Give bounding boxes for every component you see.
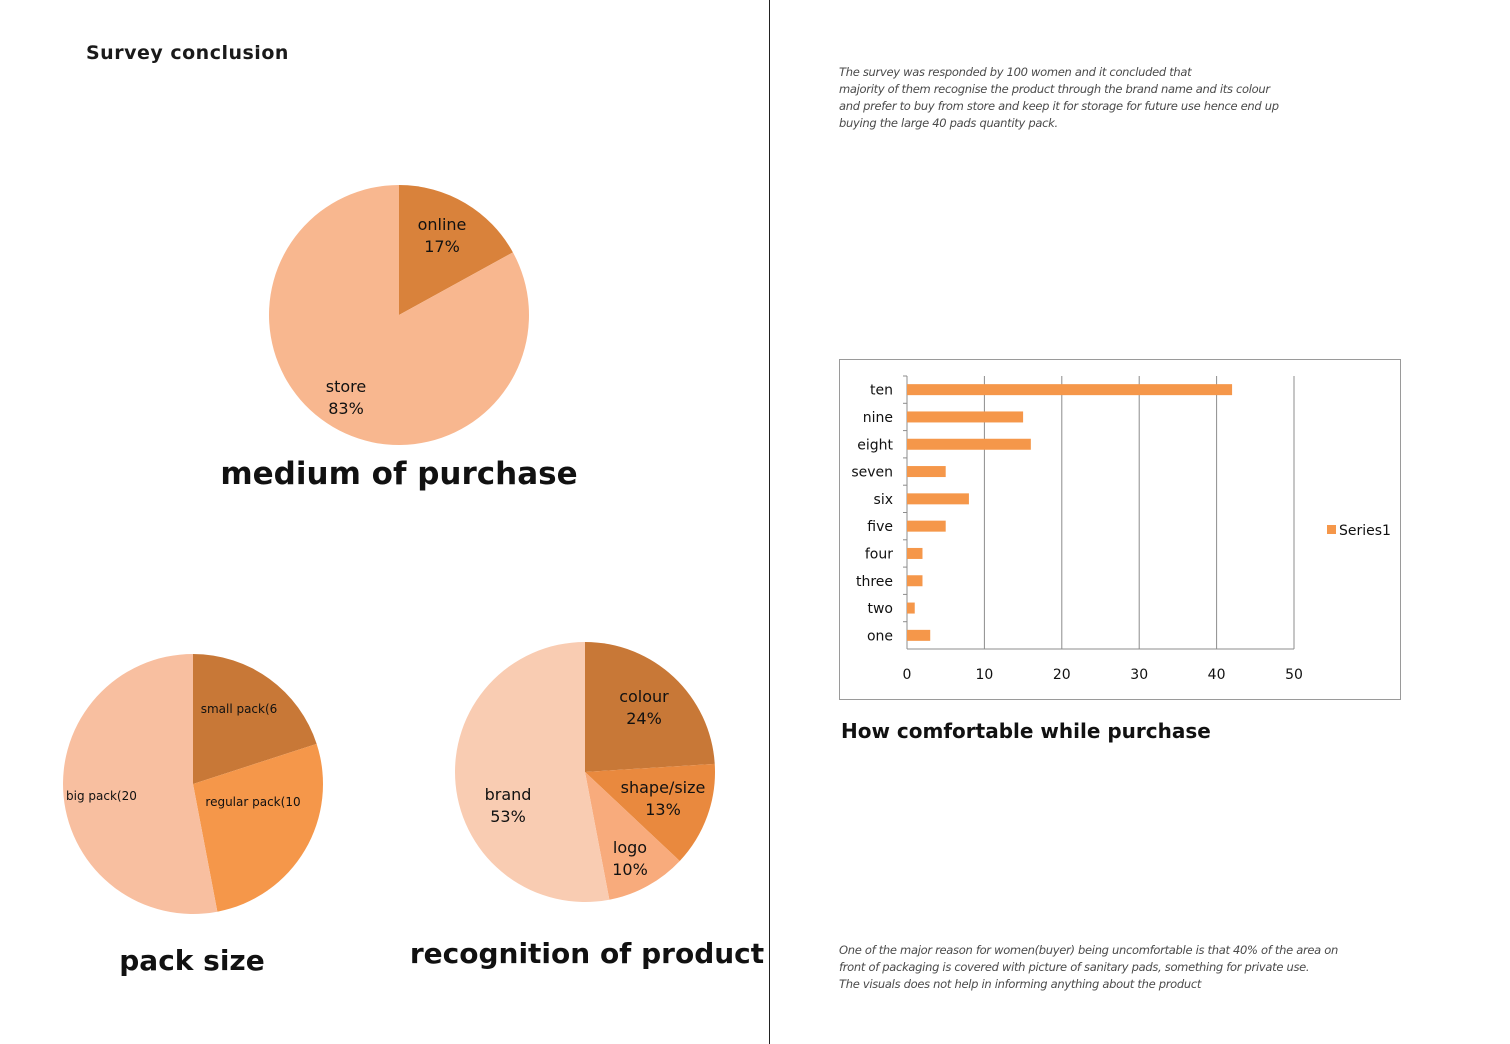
note-line: The visuals does not help in informing a… [839,977,1202,991]
pie-slice-small-pack-6 [193,654,317,784]
pie-value-shape-size: 13% [645,800,681,819]
pie-label-small-pack-6: small pack(6 [201,702,278,716]
bar-chart-title: How comfortable while purchase [841,719,1211,743]
recognition-title: recognition of product [409,937,765,970]
bar-five [907,520,946,532]
bar-nine [907,411,1024,423]
bar-four [907,547,923,559]
pie-value-colour: 24% [626,709,662,728]
category-label-one: one [867,628,893,644]
pie-slice-shape-size [585,763,715,861]
note-line: The survey was responded by 100 women an… [839,65,1192,79]
note-line: front of packaging is covered with pictu… [839,960,1310,974]
bar-six [907,493,969,505]
pack-size-title: pack size [119,944,265,977]
bar-three [907,575,923,587]
bar-seven [907,466,946,478]
pie-slice-brand [454,642,610,902]
category-label-ten: ten [870,383,893,399]
discomfort-note: One of the major reason for women(buyer)… [839,942,1338,993]
pie-label-brand: brand [485,785,532,804]
pie-slice-big-pack-20 [62,654,218,914]
category-label-two: two [867,601,893,617]
pie-label-store: store [326,377,366,396]
category-label-five: five [867,519,893,535]
pie-label-shape-size: shape/size [621,778,706,797]
pie-value-brand: 53% [490,807,526,826]
category-label-six: six [874,492,893,508]
pie-value-logo: 10% [612,860,648,879]
pie-label-logo: logo [613,838,647,857]
survey-summary-note: The survey was responded by 100 women an… [839,64,1279,132]
note-line: One of the major reason for women(buyer)… [839,943,1338,957]
x-tick-label: 30 [1130,667,1148,683]
category-label-four: four [865,546,893,562]
pie-label-online: online [418,215,467,234]
legend-label: Series1 [1339,523,1391,539]
pie-label-big-pack-20: big pack(20 [66,789,137,803]
pie-slice-colour [585,642,715,772]
pie-label-colour: colour [619,687,669,706]
bar-eight [907,438,1031,450]
pie-slice-regular-pack-10 [193,743,323,912]
category-label-seven: seven [851,465,893,481]
category-label-eight: eight [857,437,893,453]
page-divider [769,0,770,1044]
pie-slice-store [268,185,529,445]
bar-two [907,602,915,614]
category-label-three: three [856,574,893,590]
legend-swatch [1327,525,1336,534]
category-label-nine: nine [863,410,893,426]
x-tick-label: 20 [1053,667,1071,683]
note-line: and prefer to buy from store and keep it… [839,99,1279,113]
x-tick-label: 50 [1285,667,1303,683]
note-line: majority of them recognise the product t… [839,82,1270,96]
pie-slice-logo [585,772,680,900]
pie-slice-online [399,185,513,315]
pie-value-store: 83% [328,399,364,418]
x-tick-label: 10 [975,667,993,683]
x-tick-label: 0 [903,667,912,683]
pie-label-regular-pack-10: regular pack(10 [205,795,300,809]
pie-value-online: 17% [424,237,460,256]
note-line: buying the large 40 pads quantity pack. [839,116,1058,130]
page-title: Survey conclusion [86,42,289,64]
x-tick-label: 40 [1208,667,1226,683]
medium-of-purchase-title: medium of purchase [220,456,578,492]
bar-ten [907,384,1233,396]
bar-chart-frame [839,359,1401,700]
bar-one [907,629,931,641]
